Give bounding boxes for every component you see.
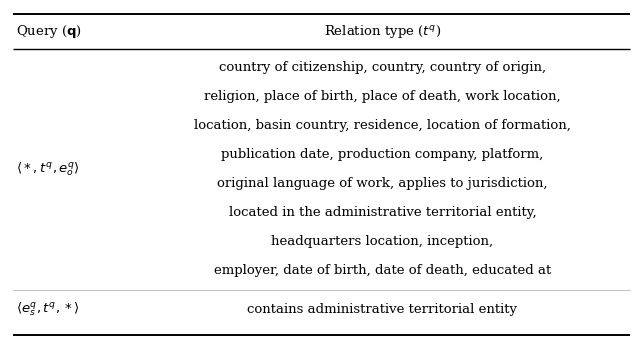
- Text: $\langle *, t^q, e_o^q \rangle$: $\langle *, t^q, e_o^q \rangle$: [16, 160, 80, 178]
- Text: country of citizenship, country, country of origin,: country of citizenship, country, country…: [219, 61, 546, 74]
- Text: headquarters location, inception,: headquarters location, inception,: [271, 235, 493, 247]
- Text: original language of work, applies to jurisdiction,: original language of work, applies to ju…: [217, 177, 548, 190]
- Text: contains administrative territorial entity: contains administrative territorial enti…: [248, 303, 517, 316]
- Text: Relation type ($t^q$): Relation type ($t^q$): [324, 23, 441, 40]
- Text: $\langle e_s^q, t^q, * \rangle$: $\langle e_s^q, t^q, * \rangle$: [16, 301, 80, 318]
- Text: located in the administrative territorial entity,: located in the administrative territoria…: [228, 206, 536, 219]
- Text: Query ($\mathbf{q}$): Query ($\mathbf{q}$): [16, 23, 82, 40]
- Text: religion, place of birth, place of death, work location,: religion, place of birth, place of death…: [204, 90, 561, 103]
- Text: employer, date of birth, date of death, educated at: employer, date of birth, date of death, …: [214, 264, 551, 276]
- Text: publication date, production company, platform,: publication date, production company, pl…: [221, 148, 543, 161]
- Text: location, basin country, residence, location of formation,: location, basin country, residence, loca…: [194, 119, 571, 132]
